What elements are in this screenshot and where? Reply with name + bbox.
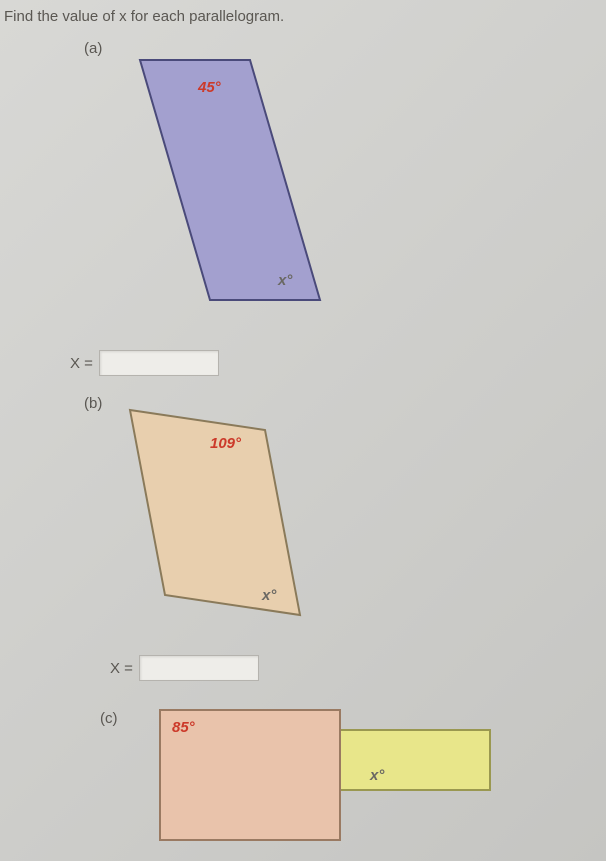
parallelogram-b: 109° x° (110, 400, 320, 630)
answer-row-a: X = (70, 350, 219, 376)
part-c-label: (c) (100, 710, 118, 727)
shape-a-polygon (140, 60, 320, 300)
part-b-label: (b) (84, 395, 102, 412)
answer-label-a: X = (70, 355, 93, 372)
angle-a-1: 45° (197, 79, 222, 96)
angle-b-1: 109° (210, 435, 242, 452)
angle-b-2: x° (261, 587, 277, 604)
answer-row-b: X = (110, 655, 259, 681)
angle-a-2: x° (277, 272, 293, 289)
answer-input-a[interactable] (99, 350, 219, 376)
parallelogram-a: 45° x° (80, 50, 340, 320)
answer-label-b: X = (110, 660, 133, 677)
shape-c-rect2 (340, 730, 490, 790)
answer-input-b[interactable] (139, 655, 259, 681)
question-text: Find the value of x for each parallelogr… (0, 0, 606, 25)
angle-c-2: x° (369, 767, 385, 784)
angle-c-1: 85° (172, 719, 196, 736)
parallelogram-c: 85° x° (150, 700, 510, 860)
